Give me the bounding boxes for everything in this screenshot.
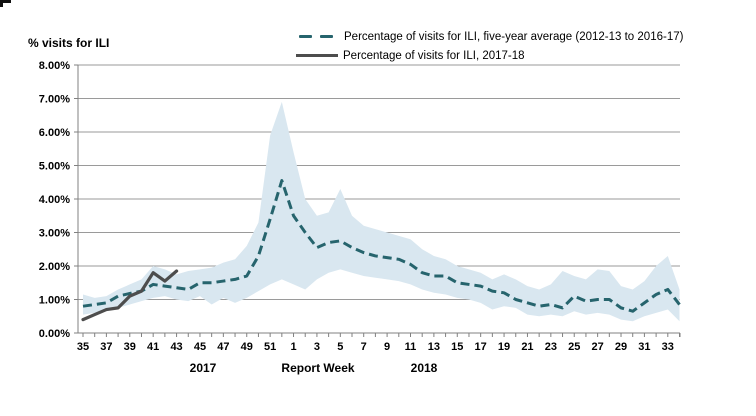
- x-tick-label: 5: [337, 341, 343, 353]
- x-tick-label: 45: [194, 341, 206, 353]
- y-tick-label: 2.00%: [39, 261, 70, 273]
- y-tick-label: 5.00%: [39, 161, 70, 173]
- x-tick-label: 51: [264, 341, 276, 353]
- x-tick-label: 41: [147, 341, 159, 353]
- y-tick-label: 7.00%: [39, 94, 70, 106]
- x-tick-label: 25: [568, 341, 580, 353]
- dash-segment: [320, 34, 333, 39]
- x-tick-label: 31: [638, 341, 650, 353]
- x-tick-label: 33: [662, 341, 674, 353]
- x-tick-label: 7: [361, 341, 367, 353]
- x-tick-label: 35: [77, 341, 89, 353]
- x-axis-title: Report Week: [281, 361, 355, 375]
- x-tick-label: 43: [170, 341, 182, 353]
- x-tick-label: 13: [428, 341, 440, 353]
- x-tick-label: 27: [592, 341, 604, 353]
- legend-label-five-year-average: Percentage of visits for ILI, five-year …: [344, 30, 684, 43]
- solid-line-key-icon: [296, 53, 338, 58]
- legend-label-current-season: Percentage of visits for ILI, 2017-18: [343, 49, 525, 62]
- dashed-line-key-icon: [299, 34, 339, 39]
- y-tick-label: 4.00%: [39, 194, 70, 206]
- y-tick-label: 6.00%: [39, 127, 70, 139]
- x-tick-label: 23: [545, 341, 557, 353]
- x-tick-label: 29: [615, 341, 627, 353]
- x-tick-label: 21: [521, 341, 533, 353]
- y-axis-title: % visits for ILI: [28, 36, 110, 50]
- solid-segment: [296, 53, 338, 58]
- x-tick-label: 37: [100, 341, 112, 353]
- x-axis-year-2018: 2018: [410, 361, 438, 375]
- y-tick-label: 3.00%: [39, 228, 70, 240]
- x-tick-label: 11: [405, 341, 417, 353]
- corner-artifact-horizontal: [0, 0, 11, 3]
- x-tick-label: 9: [384, 341, 390, 353]
- x-tick-label: 47: [217, 341, 229, 353]
- y-tick-label: 0.00%: [39, 328, 70, 340]
- five-year-average-line: [82, 179, 681, 313]
- x-tick-label: 19: [498, 341, 510, 353]
- x-tick-label: 1: [290, 341, 296, 353]
- legend-item-five-year-average: Percentage of visits for ILI, five-year …: [296, 27, 683, 46]
- x-tick-label: 3: [314, 341, 320, 353]
- y-tick-label: 1.00%: [39, 295, 70, 307]
- x-tick-label: 15: [451, 341, 463, 353]
- dash-segment: [299, 34, 312, 39]
- current-season-line: [81, 269, 179, 322]
- y-tick-label: 8.00%: [39, 60, 70, 72]
- x-tick-label: 17: [475, 341, 487, 353]
- legend-item-current-season: Percentage of visits for ILI, 2017-18: [296, 46, 683, 65]
- x-tick-label: 39: [124, 341, 136, 353]
- corner-artifact-vertical: [0, 0, 3, 7]
- x-axis-year-2017: 2017: [189, 361, 217, 375]
- x-tick-label: 49: [241, 341, 253, 353]
- legend: Percentage of visits for ILI, five-year …: [296, 27, 683, 65]
- five-year-range-band: [83, 101, 680, 322]
